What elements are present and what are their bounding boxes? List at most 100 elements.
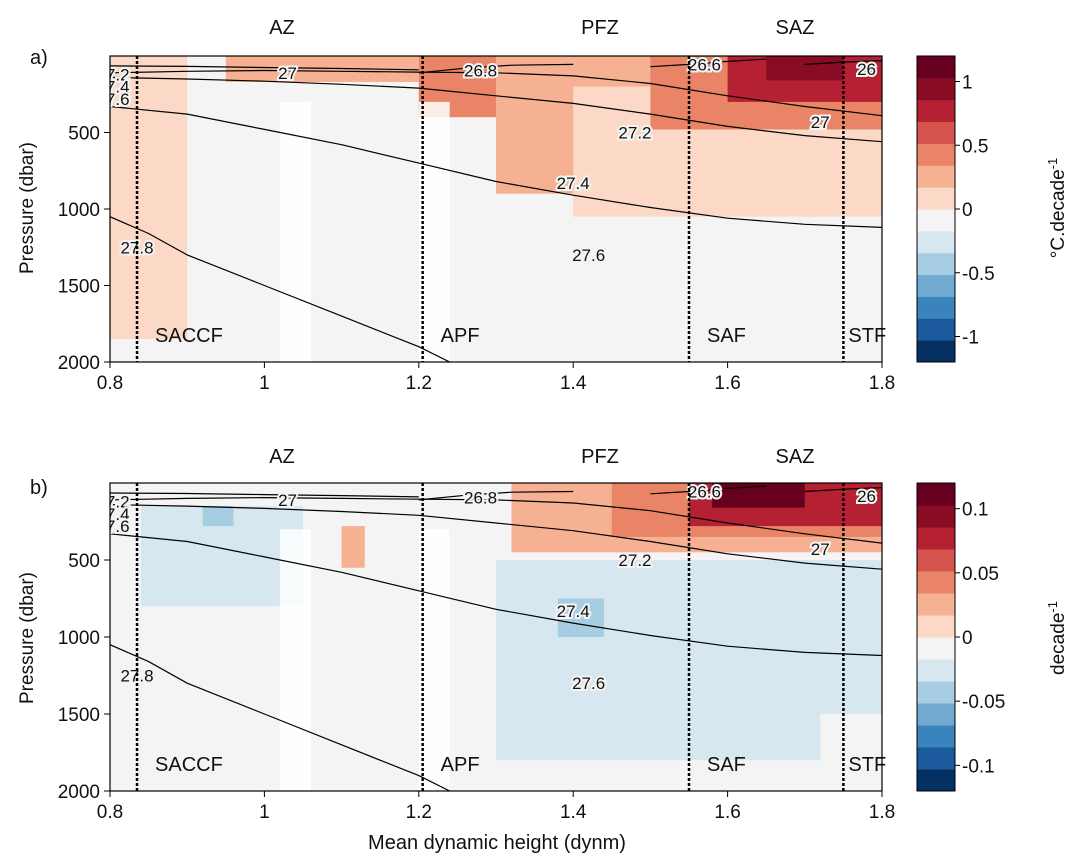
colorbar-segment — [917, 615, 955, 638]
colorbar-segment — [917, 703, 955, 726]
contour-label: 7.6 — [106, 90, 130, 109]
colorbar-tick-label: 0 — [962, 628, 973, 649]
zone-label-saz: SAZ — [776, 17, 815, 39]
colorbar-segment — [917, 571, 955, 594]
panel-label: a) — [30, 47, 48, 69]
contour-label: 7.4 — [106, 78, 130, 97]
colorbar-segment — [917, 252, 955, 276]
colorbar-segment — [917, 593, 955, 616]
colorbar-segment — [917, 769, 955, 792]
colorbar-segment — [917, 483, 955, 506]
colorbar-segment — [917, 143, 955, 166]
x-tick-label: 1.6 — [714, 373, 740, 394]
colorbar-segment — [917, 187, 955, 210]
x-tick-label: 1.6 — [714, 802, 740, 823]
data-gap — [279, 529, 311, 791]
isopycnal-contour — [110, 76, 882, 143]
isopycnal-contour — [110, 496, 882, 544]
colorbar-label: decade-1 — [1045, 601, 1069, 675]
colorbar-tick-label: 0.05 — [962, 564, 999, 585]
contour-label: 26 — [857, 60, 876, 79]
isopycnal-contour — [650, 485, 767, 495]
colorbar-tick-label: -0.05 — [962, 692, 1005, 713]
heatmap-cell — [557, 598, 605, 637]
colorbar-tick-label: 1 — [962, 73, 973, 94]
contour-label: 26.6 — [688, 55, 721, 74]
colorbar-tick-label: -0.1 — [962, 756, 995, 777]
y-tick-label: 500 — [68, 551, 100, 572]
colorbar-tick-label: 0.1 — [962, 500, 988, 521]
y-tick-label: 1500 — [58, 705, 100, 726]
contour-label: 27.2 — [618, 124, 651, 143]
y-axis-label: Pressure (dbar) — [17, 572, 38, 704]
isopycnal-contour — [418, 63, 574, 74]
colorbar-segment — [917, 681, 955, 704]
heatmap-cell — [689, 560, 882, 714]
x-axis-label: Mean dynamic height (dynm) — [368, 832, 626, 854]
contour-label: 27.4 — [557, 174, 590, 193]
colorbar-segment — [917, 209, 955, 232]
contour-label: 26.8 — [464, 489, 497, 508]
isopycnal-contour — [110, 504, 882, 570]
x-tick-label: 1.8 — [869, 373, 895, 394]
contour-label: 7.2 — [106, 492, 130, 511]
isopycnal-contour — [110, 105, 882, 228]
isopycnal-contour — [110, 216, 450, 362]
data-gap — [279, 101, 311, 362]
x-tick-label: 0.8 — [97, 802, 123, 823]
contour-label: 27.6 — [572, 674, 605, 693]
heatmap-cell — [341, 526, 365, 568]
colorbar-segment — [917, 77, 955, 101]
panel-b: b) AZ PFZ SAZ Pressure (dbar) Mean dynam… — [17, 446, 1069, 854]
colorbar-segment — [917, 747, 955, 770]
colorbar-segment — [917, 725, 955, 748]
colorbar-segment — [917, 56, 955, 79]
x-tick-label: 1 — [259, 802, 270, 823]
colorbar-segment — [917, 165, 955, 188]
isopycnal-contour — [110, 492, 419, 498]
isopycnal-contour — [650, 58, 767, 68]
x-tick-label: 0.8 — [97, 373, 123, 394]
front-label-saccf: SACCF — [155, 325, 223, 347]
x-tick-label: 1.2 — [406, 802, 432, 823]
zone-label-pfz: PFZ — [581, 446, 619, 468]
contour-label: 26 — [857, 487, 876, 506]
x-tick-label: 1.8 — [869, 802, 895, 823]
front-label-saccf: SACCF — [155, 754, 223, 776]
zone-label-az: AZ — [269, 446, 295, 468]
contour-label: 27.4 — [557, 602, 590, 621]
contour-label: 27.6 — [572, 246, 605, 265]
contour-label: 7.2 — [106, 65, 130, 84]
front-label-apf: APF — [441, 754, 480, 776]
front-label-saf: SAF — [707, 754, 746, 776]
colorbar-segment — [917, 340, 955, 363]
heatmap-cell — [202, 506, 234, 527]
contour-label: 27 — [811, 540, 830, 559]
isopycnal-contour — [110, 533, 882, 657]
contour-label: 26.6 — [688, 482, 721, 501]
colorbar-label: °C.decade-1 — [1045, 158, 1069, 259]
x-tick-label: 1.4 — [560, 373, 587, 394]
front-label-saf: SAF — [707, 325, 746, 347]
contour-label: 27.2 — [618, 551, 651, 570]
colorbar-segment — [917, 318, 955, 341]
panel-label: b) — [30, 477, 48, 499]
front-label-stf: STF — [848, 325, 886, 347]
colorbar-segment — [917, 230, 955, 254]
colorbar-segment — [917, 121, 955, 144]
contour-label: 7.6 — [106, 517, 130, 536]
colorbar-segment — [917, 549, 955, 572]
colorbar-segment — [917, 527, 955, 550]
y-tick-label: 2000 — [58, 782, 100, 803]
colorbar-segment — [917, 659, 955, 682]
isopycnal-contour — [418, 490, 574, 501]
colorbar-segment — [917, 274, 955, 297]
x-tick-label: 1.2 — [406, 373, 432, 394]
x-tick-label: 1 — [259, 373, 270, 394]
colorbar-segment — [917, 296, 955, 319]
isopycnal-contour — [110, 65, 419, 71]
heatmap-cell — [303, 56, 358, 64]
y-axis-label: Pressure (dbar) — [17, 142, 38, 274]
